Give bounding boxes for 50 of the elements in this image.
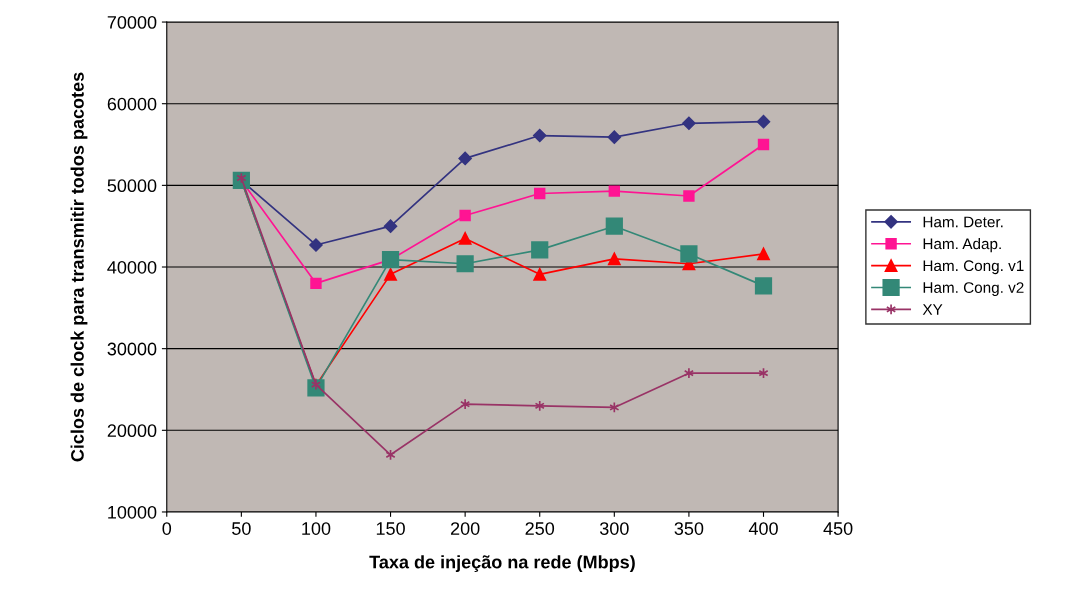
y-tick-label: 20000 (107, 424, 157, 438)
x-axis-title: Taxa de injeção na rede (Mbps) (369, 555, 635, 573)
point (458, 232, 472, 245)
y-tick-label: 70000 (107, 15, 157, 29)
point (533, 267, 547, 281)
point (460, 398, 471, 410)
y-tick-label: 30000 (107, 342, 157, 356)
point (310, 277, 322, 290)
x-tick-label: 300 (599, 522, 629, 535)
point (531, 241, 549, 259)
x-tick-label: 450 (823, 522, 853, 535)
point (605, 217, 623, 235)
x-tick-label: 150 (376, 522, 405, 535)
point (683, 190, 695, 202)
point (757, 247, 770, 261)
y-tick-label: 50000 (107, 179, 157, 193)
y-tick-label: 10000 (108, 505, 157, 519)
x-tick-label: 250 (525, 522, 555, 535)
point (456, 255, 474, 273)
point (608, 185, 621, 197)
point (534, 187, 546, 200)
legend-label: Ham. Deter. (923, 216, 1003, 228)
y-axis-title: Ciclos de clock para transmitir todos pacotes (70, 72, 88, 462)
point (384, 267, 397, 281)
x-tick-label: 400 (748, 522, 778, 535)
x-tick-label: 200 (450, 522, 480, 535)
x-tick-label: 350 (674, 522, 704, 535)
point (459, 209, 471, 222)
legend-label: Ham. Cong. v2 (923, 282, 1024, 297)
legend-label: Ham. Cong. v1 (923, 260, 1024, 275)
point (757, 138, 770, 151)
point (680, 245, 698, 263)
point (383, 219, 398, 233)
x-tick-label: 100 (302, 522, 331, 535)
point (607, 252, 621, 266)
point (309, 238, 323, 252)
x-tick-label: 0 (162, 522, 172, 535)
point (683, 367, 694, 379)
point (607, 130, 622, 144)
y-tick-label: 60000 (107, 97, 157, 111)
point (534, 400, 545, 412)
y-tick-label: 40000 (107, 260, 157, 274)
legend-label: Ham. Adap. (923, 238, 1001, 253)
point (532, 128, 547, 143)
legend-label: XY (922, 304, 943, 315)
point (682, 116, 696, 131)
x-tick-label: 50 (232, 522, 251, 535)
point (458, 151, 472, 166)
point (754, 277, 773, 295)
point (756, 114, 771, 129)
